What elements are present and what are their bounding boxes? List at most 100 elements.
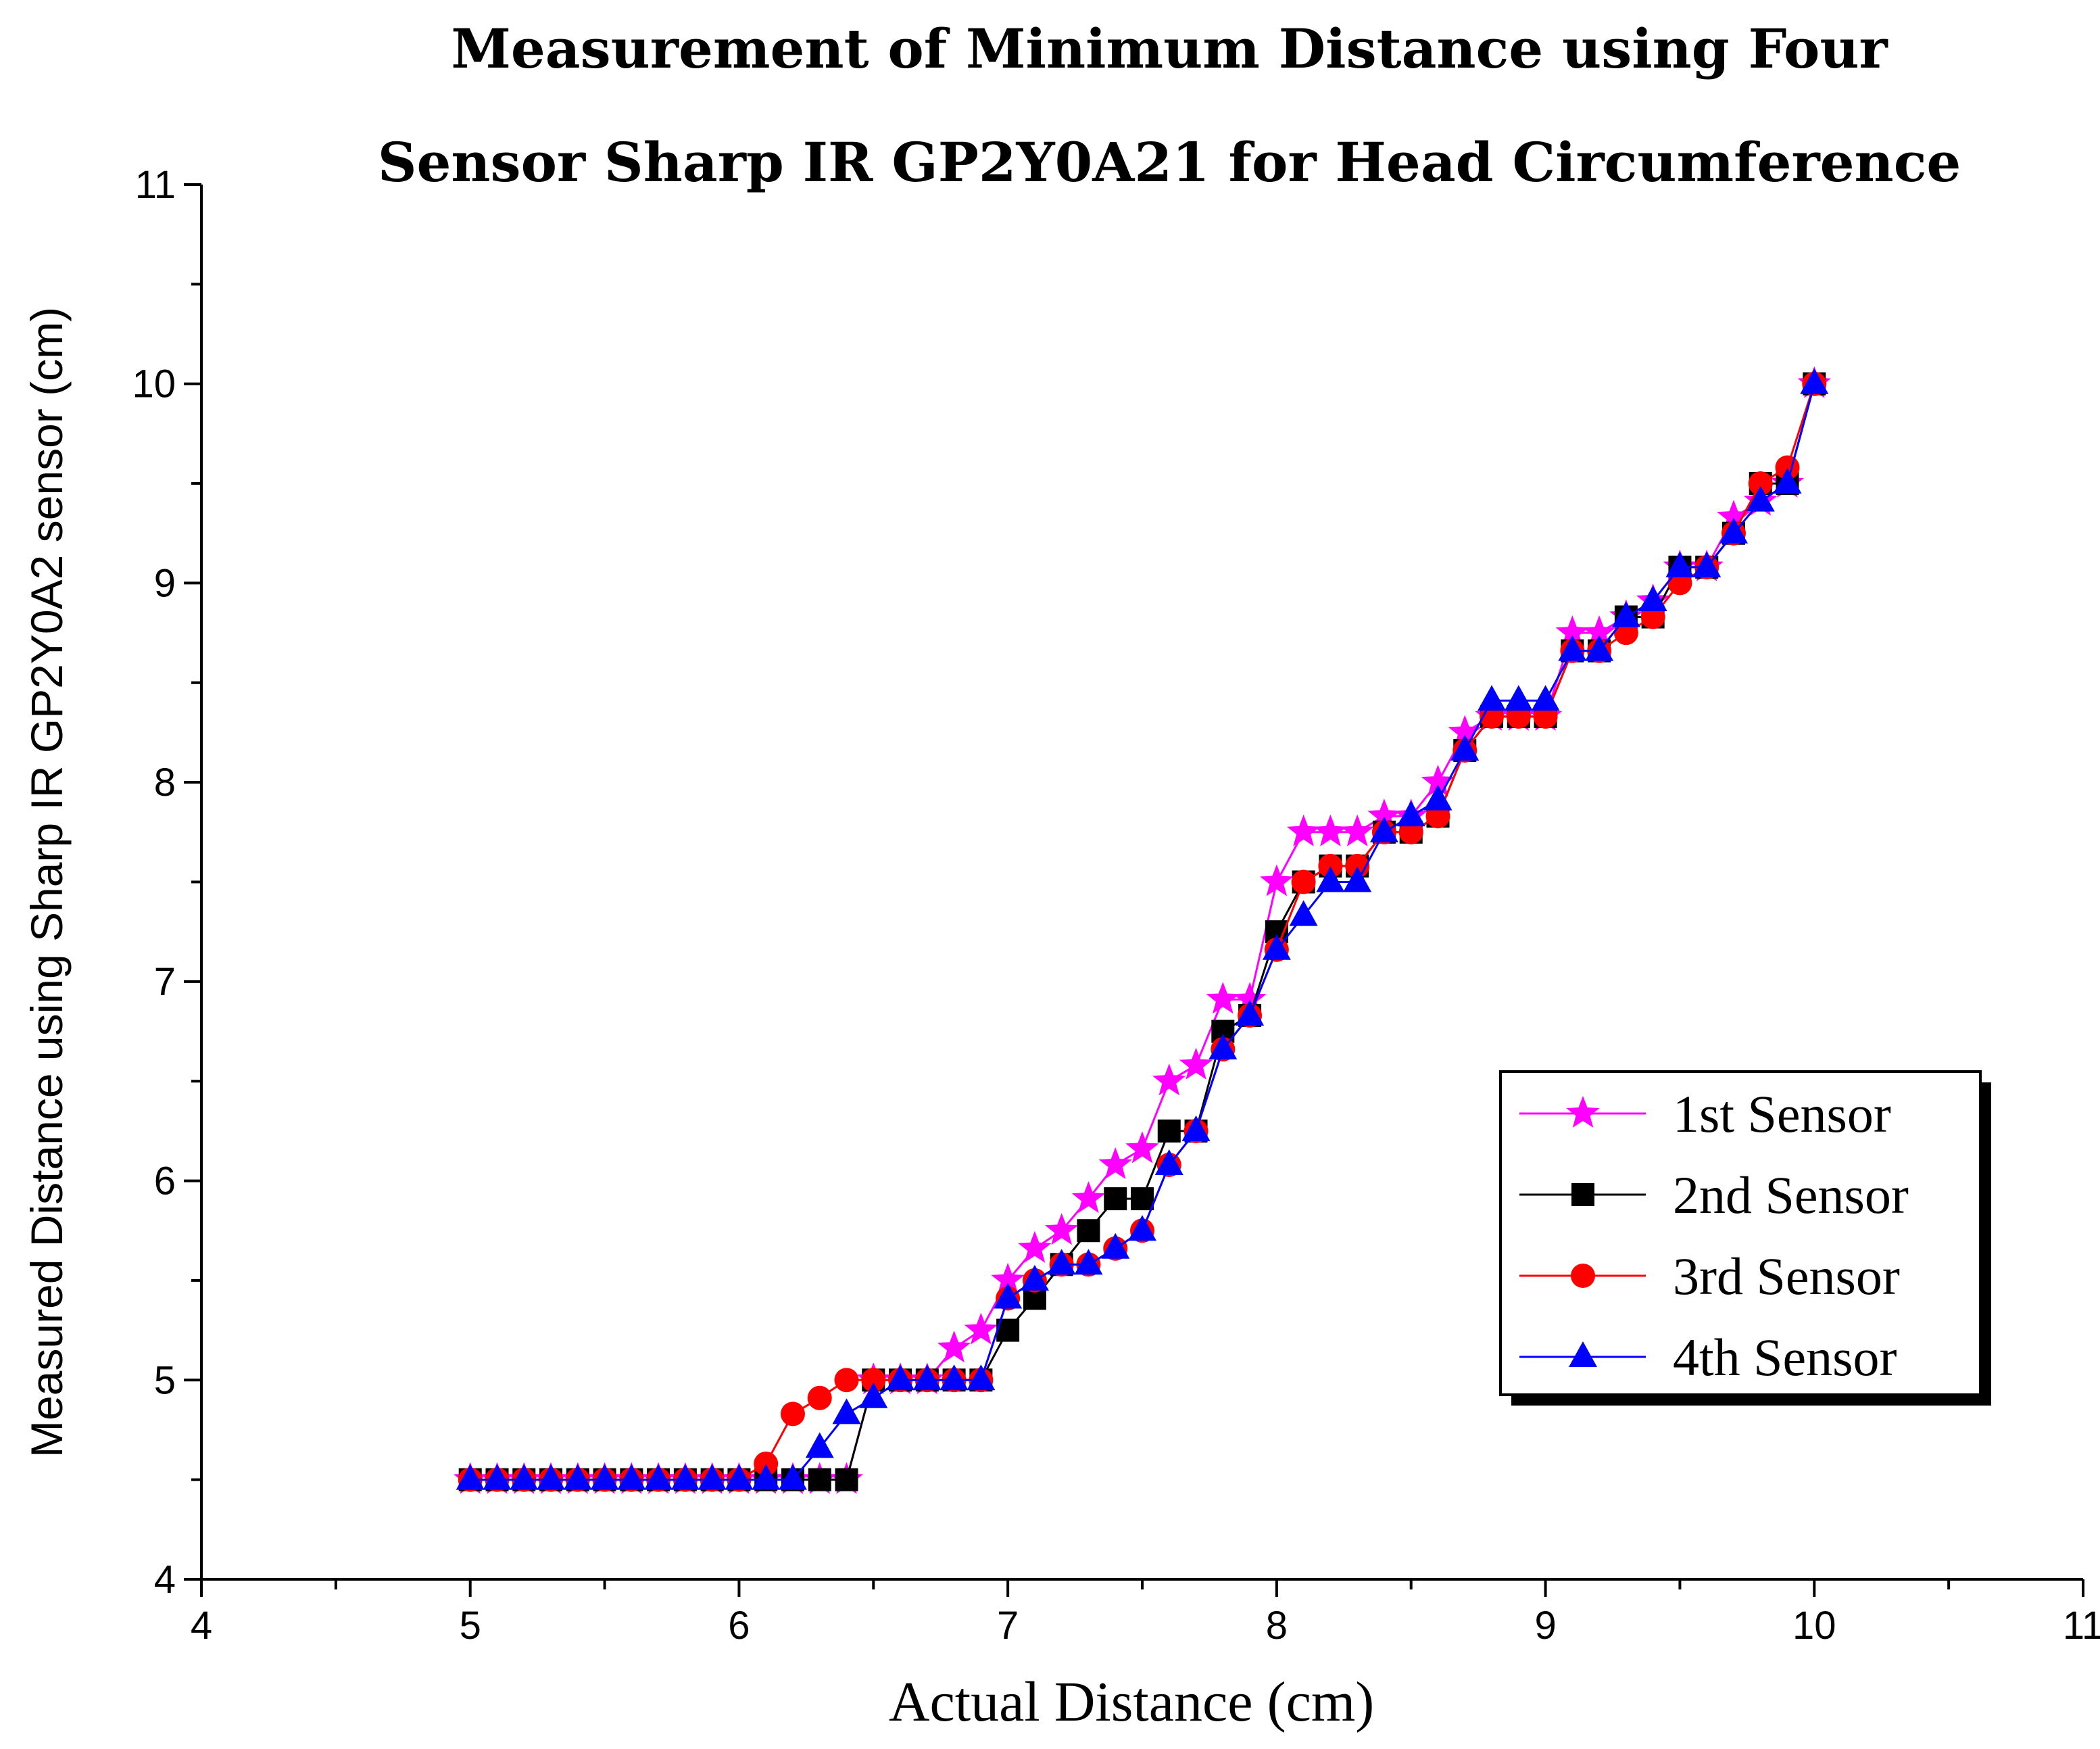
data-point — [617, 1464, 646, 1490]
data-point — [1531, 685, 1560, 711]
data-point — [1343, 866, 1372, 892]
data-point — [861, 1368, 886, 1393]
data-point — [1318, 853, 1343, 878]
data-point — [752, 1464, 781, 1490]
legend-marker — [1569, 1341, 1597, 1367]
data-point — [1125, 1131, 1159, 1164]
data-point — [483, 1464, 512, 1490]
data-point — [1045, 1213, 1079, 1245]
data-point — [1104, 1187, 1127, 1211]
data-point — [1340, 814, 1374, 846]
data-point — [1773, 468, 1802, 494]
data-point — [1316, 866, 1345, 892]
x-axis-title: Actual Distance (cm) — [889, 1671, 1374, 1733]
plot-area: 4 5 6 7 8 9 10 11 4 5 6 7 8 9 10 11 — [132, 163, 2100, 1648]
legend: 1st Sensor 2nd Sensor 3rd Sensor 4th Sensor — [1499, 1070, 1991, 1406]
data-point — [1071, 1181, 1106, 1214]
data-point — [835, 1468, 858, 1491]
data-point — [1101, 1232, 1130, 1259]
data-point — [1611, 601, 1640, 627]
y-tick-label: 8 — [154, 761, 176, 805]
data-point — [563, 1464, 592, 1490]
y-axis-title: Measured Distance using Sharp IR GP2Y0A2… — [22, 307, 72, 1458]
data-point — [939, 1364, 969, 1391]
data-point — [1504, 685, 1533, 711]
x-tick-label: 5 — [460, 1604, 481, 1648]
data-point — [1423, 784, 1452, 811]
data-point — [1128, 1215, 1156, 1241]
data-point — [1448, 715, 1482, 747]
x-tick-label: 11 — [2063, 1604, 2100, 1648]
data-point — [1289, 900, 1318, 926]
data-point — [670, 1464, 700, 1490]
data-point — [510, 1464, 539, 1490]
data-point — [1396, 800, 1425, 827]
legend-label: 4th Sensor — [1673, 1328, 1897, 1387]
data-point — [1074, 1249, 1103, 1275]
data-point — [1748, 471, 1773, 496]
data-point — [1157, 1119, 1181, 1143]
data-point — [1478, 685, 1507, 711]
data-point — [1313, 814, 1348, 846]
data-point — [1665, 551, 1694, 577]
data-point — [1719, 517, 1748, 544]
legend-item: 2nd Sensor — [1519, 1166, 1909, 1224]
data-point — [1638, 585, 1667, 611]
data-point — [912, 1364, 942, 1391]
data-point — [537, 1464, 566, 1490]
data-point — [859, 1382, 888, 1408]
data-point — [964, 1312, 998, 1345]
data-point — [1558, 635, 1587, 661]
legend-marker — [1566, 1096, 1600, 1128]
data-point — [1236, 999, 1265, 1026]
data-point — [1208, 1034, 1238, 1060]
data-point — [1450, 734, 1480, 761]
x-tick-label: 7 — [997, 1604, 1019, 1648]
data-point — [1262, 934, 1291, 960]
legend-box — [1499, 1070, 1982, 1396]
data-point — [1152, 1063, 1186, 1096]
legend-item: 3rd Sensor — [1519, 1247, 1900, 1305]
x-tick-label: 8 — [1266, 1604, 1288, 1648]
data-point — [1077, 1219, 1100, 1243]
data-point — [1286, 814, 1321, 846]
data-point — [725, 1464, 754, 1490]
data-point — [1367, 798, 1401, 831]
data-point — [1369, 816, 1398, 842]
legend-marker — [1571, 1264, 1595, 1288]
data-point — [805, 1432, 834, 1458]
legend-item: 1st Sensor — [1519, 1084, 1891, 1143]
data-point — [754, 1452, 779, 1477]
data-point — [1421, 765, 1455, 797]
legend-label: 3rd Sensor — [1673, 1247, 1900, 1305]
y-tick-label: 5 — [154, 1358, 176, 1402]
chart-title-line-2: Sensor Sharp IR GP2Y0A21 for Head Circum… — [378, 130, 1961, 194]
data-point — [1260, 864, 1294, 896]
x-tick-label: 9 — [1534, 1604, 1556, 1648]
y-tick-label: 9 — [154, 561, 176, 605]
data-point — [991, 1262, 1025, 1295]
x-tick-label: 6 — [728, 1604, 750, 1648]
data-point — [967, 1364, 996, 1391]
data-point — [886, 1364, 915, 1391]
data-point — [808, 1468, 831, 1491]
data-point — [832, 1398, 861, 1424]
data-point — [994, 1283, 1023, 1309]
data-point — [778, 1464, 807, 1490]
data-point — [1800, 368, 1829, 394]
y-tick-label: 6 — [154, 1159, 176, 1203]
data-point — [780, 1401, 805, 1427]
chart-title-line-1: Measurement of Minimum Distance using Fo… — [451, 17, 1888, 80]
data-point — [1154, 1149, 1183, 1175]
y-tick-label: 10 — [132, 362, 176, 406]
series-4 — [456, 368, 1829, 1490]
data-point — [698, 1464, 727, 1490]
x-tick-label: 4 — [191, 1604, 212, 1648]
legend-label: 2nd Sensor — [1673, 1166, 1909, 1224]
y-tick-label: 7 — [154, 960, 176, 1004]
data-point — [1555, 615, 1590, 648]
x-tick-label: 10 — [1792, 1604, 1836, 1648]
data-point — [1018, 1230, 1052, 1263]
data-point — [1233, 982, 1267, 1014]
